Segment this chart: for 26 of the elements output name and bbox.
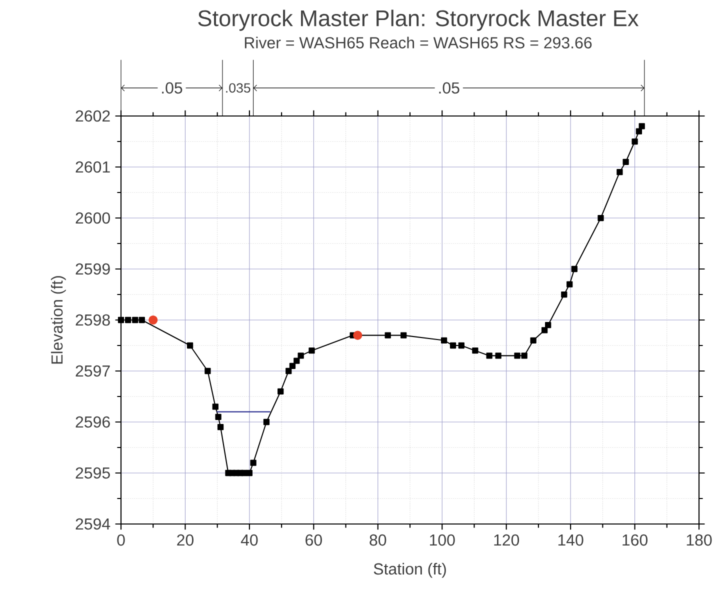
- y-tick-label: 2598: [76, 314, 110, 326]
- text: .05: [162, 82, 182, 94]
- x-tick-label: 20: [177, 534, 194, 546]
- x-tick-label: 160: [622, 534, 648, 546]
- text: .05: [439, 82, 460, 94]
- text: .035: [226, 83, 250, 93]
- x-tick-label: 100: [430, 534, 455, 546]
- y-tick-label: 2600: [76, 212, 110, 224]
- x-tick-label: 180: [686, 534, 712, 546]
- x-tick-label: 0: [117, 534, 125, 546]
- y-tick-label: 2597: [76, 365, 110, 377]
- chart-subtitle: River = WASH65 Reach = WASH65 RS = 293.66: [244, 36, 592, 48]
- x-axis-title: Station (ft): [374, 562, 446, 578]
- chart-title: Storyrock Master Plan: Storyrock Master Ex: [198, 10, 639, 31]
- x-tick-label: 80: [370, 534, 386, 546]
- x-tick-label: 60: [306, 534, 322, 546]
- x-tick-label: 40: [240, 534, 258, 546]
- y-tick-label: 2599: [76, 263, 110, 275]
- y-axis-title: Elevation (ft): [50, 276, 66, 364]
- y-tick-label: 2596: [76, 416, 110, 428]
- y-tick-label: 2594: [76, 518, 110, 530]
- y-tick-label: 2595: [76, 467, 110, 479]
- x-tick-label: 120: [494, 534, 520, 546]
- y-tick-label: 2601: [76, 161, 110, 173]
- x-tick-label: 140: [558, 534, 584, 546]
- y-tick-label: 2602: [76, 110, 110, 122]
